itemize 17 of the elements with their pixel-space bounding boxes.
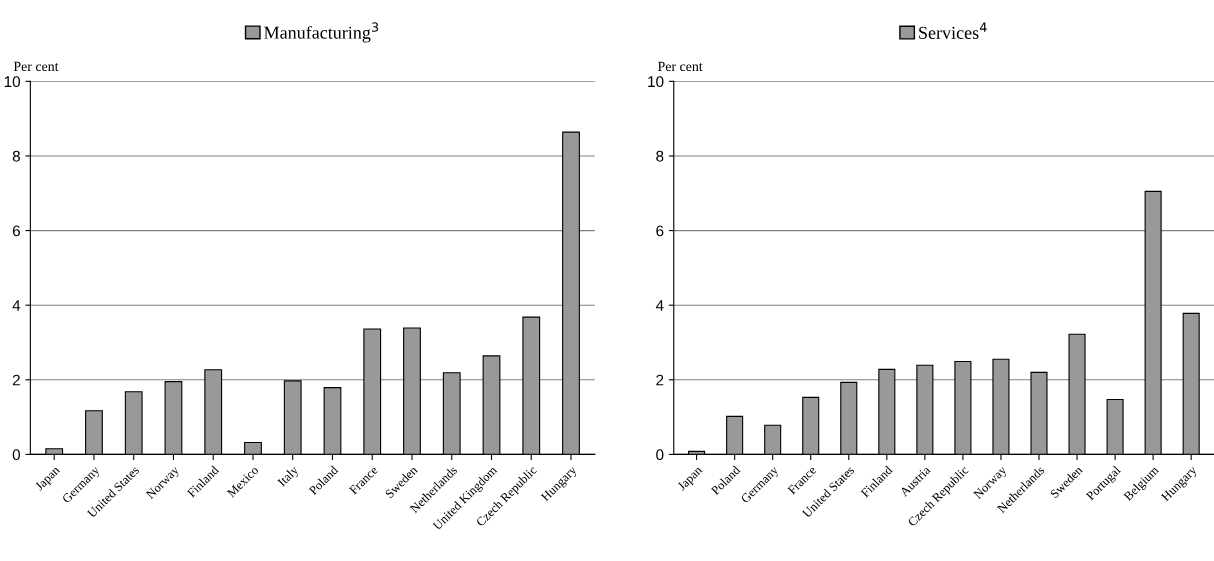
legend-label: Manufacturing$^{3}$ — [264, 22, 379, 43]
y-tick-label: 2 — [656, 374, 664, 386]
y-tick-label: 8 — [656, 150, 664, 162]
y-tick-label: 2 — [12, 374, 20, 386]
y-tick-label: 4 — [12, 300, 21, 311]
y-tick-label: 10 — [4, 76, 21, 88]
y-tick-label: 4 — [655, 300, 664, 311]
y-tick-label: 10 — [648, 76, 664, 88]
y-tick-label: 6 — [12, 225, 20, 237]
legend-label: Services$^{4}$ — [919, 22, 987, 39]
y-axis-title: Per cent — [657, 61, 703, 72]
x-tick-label: Italy — [276, 464, 301, 489]
y-tick-label: 6 — [656, 225, 664, 237]
y-axis-title: Per cent — [13, 61, 59, 72]
y-tick-label: 0 — [12, 449, 21, 461]
y-tick-label: 0 — [656, 449, 664, 461]
y-tick-label: 8 — [12, 150, 20, 162]
